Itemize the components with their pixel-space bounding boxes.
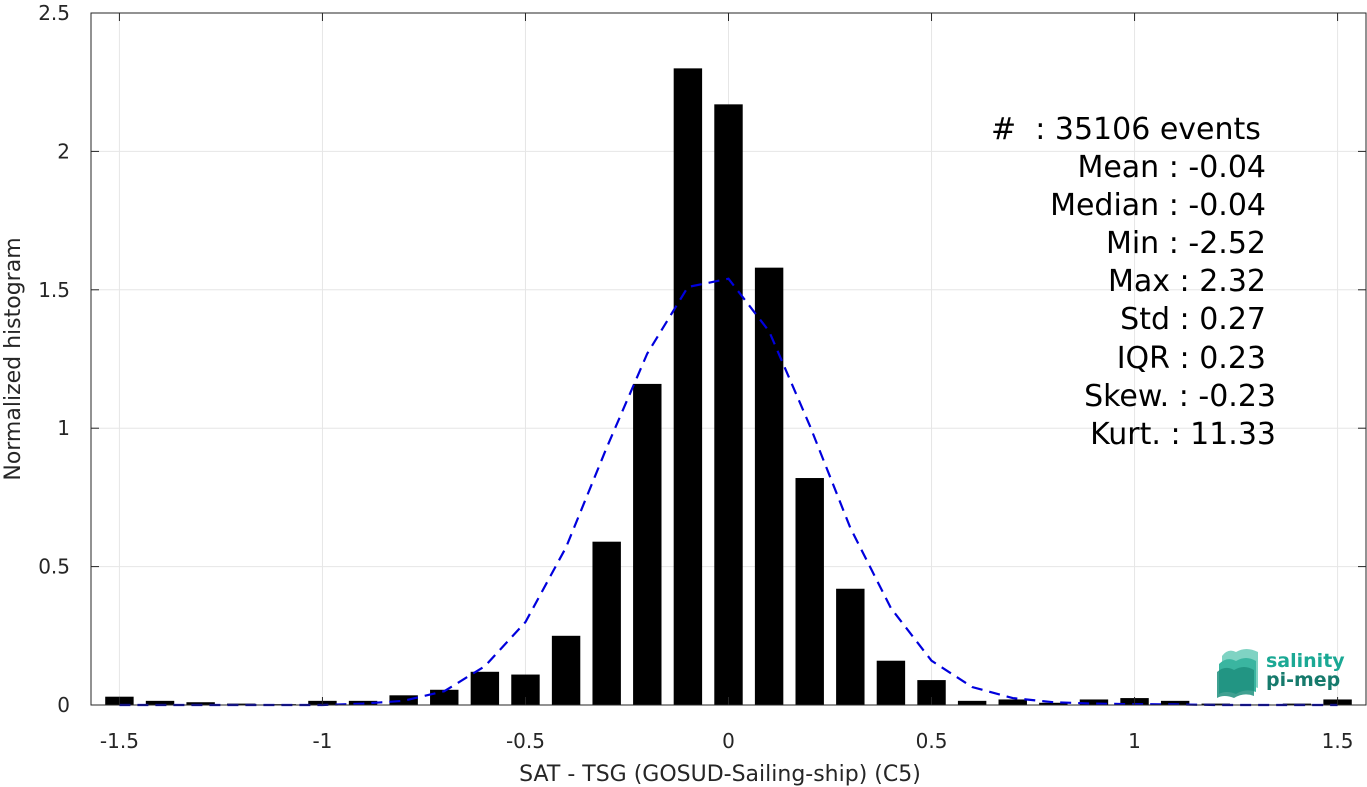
stat-mean: Mean : -0.04 — [1077, 150, 1266, 185]
histogram-bar — [389, 695, 418, 705]
salinity-pimep-logo: salinity pi-mep — [1217, 649, 1345, 698]
histogram-bar — [998, 699, 1027, 705]
histogram-bar — [633, 383, 662, 705]
histogram-bar — [836, 588, 865, 705]
x-tick-labels: -1.5 -1 -0.5 0 0.5 1 1.5 — [100, 729, 1354, 753]
y-tick-label: 0.5 — [38, 555, 70, 579]
histogram-bar — [795, 478, 824, 705]
histogram-bar — [592, 541, 621, 705]
y-tick-labels: 0 0.5 1 1.5 2 2.5 — [38, 1, 70, 717]
histogram-bar — [1079, 699, 1109, 705]
x-tick-label: -1 — [312, 729, 332, 753]
stat-count: # : 35106 events — [991, 112, 1261, 147]
wave-logo-icon — [1217, 649, 1258, 698]
logo-line2: pi-mep — [1266, 669, 1340, 691]
x-tick-label: 1 — [1128, 729, 1141, 753]
x-tick-label: 1.5 — [1322, 729, 1354, 753]
y-tick-label: 1.5 — [38, 278, 70, 302]
histogram-bar — [430, 689, 459, 705]
x-tick-label: 0 — [722, 729, 735, 753]
stat-median: Median : -0.04 — [1050, 188, 1266, 223]
histogram-bar — [876, 660, 906, 705]
histogram-bar — [673, 68, 703, 706]
histogram-bar — [470, 671, 500, 705]
histogram-bar — [145, 700, 175, 705]
histogram-bar — [754, 267, 784, 705]
x-tick-label: -0.5 — [506, 729, 545, 753]
histogram-bar — [1201, 703, 1230, 705]
histogram-bar — [957, 700, 987, 705]
stat-min: Min : -2.52 — [1106, 226, 1266, 261]
stat-kurt: Kurt. : 11.33 — [1090, 417, 1276, 452]
x-tick-label: 0.5 — [916, 729, 948, 753]
histogram-bar — [1039, 702, 1068, 705]
y-tick-label: 0 — [57, 693, 70, 717]
histogram-bars — [105, 68, 1352, 706]
y-axis-label: Normalized histogram — [1, 237, 26, 480]
histogram-bar — [186, 702, 215, 705]
stat-std: Std : 0.27 — [1120, 302, 1266, 337]
stat-max: Max : 2.32 — [1108, 264, 1266, 299]
stats-box: # : 35106 events Mean : -0.04 Median : -… — [991, 112, 1276, 452]
histogram-bar — [227, 703, 256, 705]
y-tick-label: 2.5 — [38, 1, 70, 25]
histogram-bar — [551, 635, 581, 705]
stat-iqr: IQR : 0.23 — [1117, 341, 1266, 376]
x-tick-label: -1.5 — [100, 729, 139, 753]
histogram-bar — [1160, 700, 1190, 705]
logo-line1: salinity — [1266, 650, 1345, 672]
stat-skew: Skew. : -0.23 — [1084, 379, 1276, 414]
axis-ticks — [91, 12, 1366, 706]
x-axis-label: SAT - TSG (GOSUD-Sailing-ship) (C5) — [519, 762, 921, 787]
y-tick-label: 2 — [57, 139, 70, 163]
y-tick-label: 1 — [57, 416, 70, 440]
histogram-bar — [714, 104, 743, 706]
